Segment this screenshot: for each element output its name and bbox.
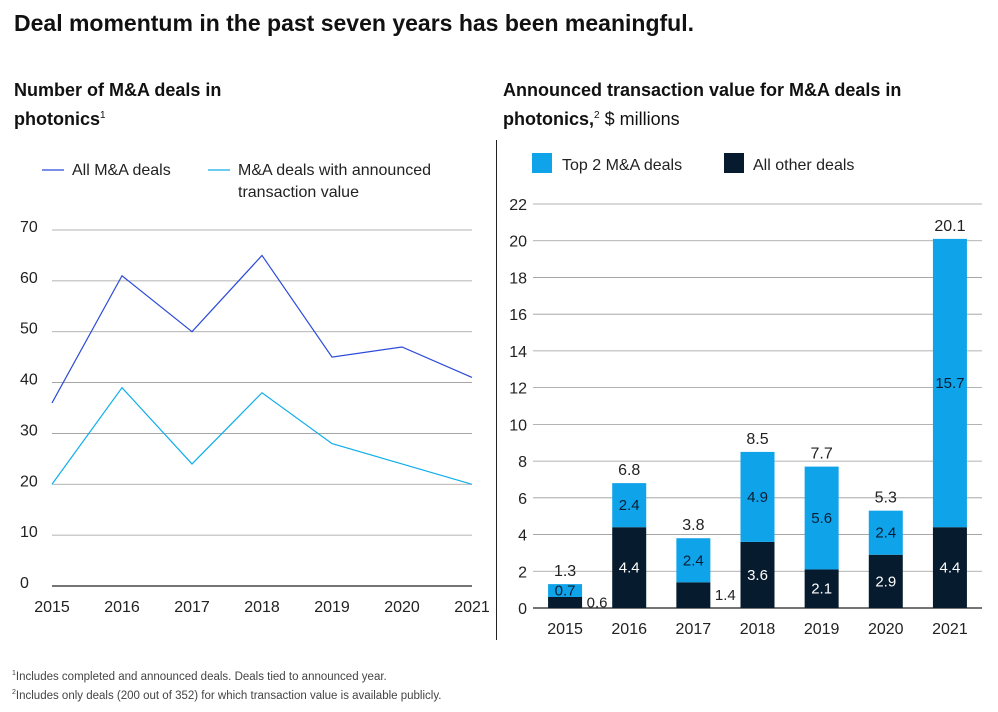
y-tick-label: 18 [509,270,527,287]
legend-swatch-other-deals [724,153,744,173]
y-tick-label: 10 [20,524,38,541]
bar-total-label: 20.1 [934,218,965,235]
bar-total-label: 6.8 [618,462,640,479]
charts-canvas: 0102030405060702015 2016 2017 2018 2019 2020 2… [0,0,998,712]
bar-label-other-deals: 0.6 [587,594,608,611]
x-tick-label: 2021 [932,621,968,638]
y-tick-label: 0 [20,575,29,592]
legend-label-other-deals: All other deals [753,157,854,174]
x-tick-label: 2020 [384,599,420,616]
series-line [52,388,472,485]
x-tick-label: 2018 [244,599,280,616]
bar-label-top2-deals: 2.4 [619,497,640,514]
y-tick-label: 16 [509,307,527,324]
x-tick-label: 2017 [676,621,712,638]
y-tick-label: 8 [518,454,527,471]
x-tick-label: 2020 [868,621,904,638]
series-line [52,255,472,402]
bar-total-label: 1.3 [554,563,576,580]
y-tick-label: 60 [20,270,38,287]
bar-total-label: 5.3 [875,490,897,507]
bar-total-label: 8.5 [746,431,768,448]
y-tick-label: 2 [518,564,527,581]
bar-total-label: 7.7 [811,446,833,463]
x-tick-label: 2019 [314,599,350,616]
bar-label-other-deals: 1.4 [715,587,736,604]
bar-label-top2-deals: 0.7 [555,583,576,600]
y-tick-label: 12 [509,381,527,398]
y-tick-label: 14 [509,344,527,361]
y-tick-label: 6 [518,491,527,508]
x-tick-label: 2016 [611,621,647,638]
legend-label-announced-deals: M&A deals with announced [238,162,431,179]
x-tick-label: 2018 [740,621,776,638]
footnote-2-text: Includes only deals (200 out of 352) for… [16,690,442,702]
footnote-1: 1Includes completed and announced deals.… [12,666,441,685]
x-tick-label: 2015 [34,599,70,616]
footnotes: 1Includes completed and announced deals.… [12,666,441,704]
bar-label-other-deals: 2.1 [811,581,832,598]
footnote-2: 2Includes only deals (200 out of 352) fo… [12,685,441,704]
x-tick-label: 2021 [454,599,490,616]
bar-label-top2-deals: 5.6 [811,510,832,527]
x-tick-label: 2016 [104,599,140,616]
y-tick-label: 40 [20,372,38,389]
y-tick-label: 10 [509,417,527,434]
x-tick-label: 2019 [804,621,840,638]
bar-segment-other-deals [676,582,710,608]
legend-label-announced-deals-line2: transaction value [238,184,359,201]
bar-label-other-deals: 4.4 [939,560,960,577]
legend-label-top2-deals: Top 2 M&A deals [562,157,682,174]
y-tick-label: 0 [518,601,527,618]
bar-label-top2-deals: 4.9 [747,489,768,506]
legend-label-all-deals: All M&A deals [72,162,171,179]
x-tick-label: 2015 [547,621,583,638]
y-tick-label: 4 [518,528,527,545]
y-tick-label: 30 [20,422,38,439]
bar-label-top2-deals: 15.7 [935,375,964,392]
bar-label-top2-deals: 2.4 [875,525,896,542]
y-tick-label: 22 [509,197,527,214]
y-tick-label: 20 [20,473,38,490]
bar-label-other-deals: 2.9 [875,573,896,590]
bar-label-other-deals: 4.4 [619,560,640,577]
bar-label-other-deals: 3.6 [747,567,768,584]
x-tick-label: 2017 [174,599,210,616]
bar-total-label: 3.8 [682,517,704,534]
y-tick-label: 50 [20,321,38,338]
y-tick-label: 70 [20,219,38,236]
legend-swatch-top2-deals [532,153,552,173]
footnote-1-text: Includes completed and announced deals. … [16,671,387,683]
y-tick-label: 20 [509,234,527,251]
bar-label-top2-deals: 2.4 [683,552,704,569]
